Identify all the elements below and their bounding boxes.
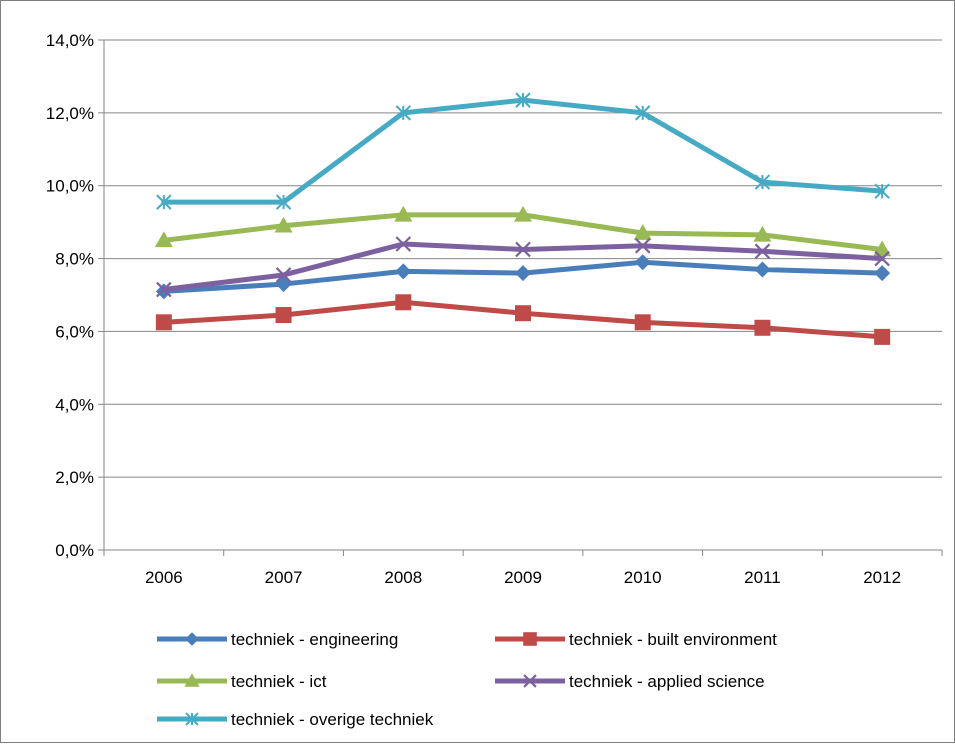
x-tick-label: 2006: [145, 568, 183, 587]
data-point: [395, 294, 412, 311]
y-tick-label: 12,0%: [46, 104, 94, 123]
axes: [98, 39, 943, 556]
y-tick-label: 10,0%: [46, 177, 94, 196]
data-point: [156, 281, 172, 298]
data-point: [155, 314, 172, 331]
legend-item: techniek - engineering: [157, 630, 398, 649]
data-point: [275, 267, 292, 283]
y-tick-label: 2,0%: [55, 468, 94, 487]
x-tick-label: 2007: [265, 568, 303, 587]
y-tick-label: 0,0%: [55, 541, 94, 560]
data-point: [156, 194, 172, 210]
x-tick-label: 2008: [384, 568, 422, 587]
y-tick-label: 4,0%: [55, 395, 94, 414]
data-point: [753, 225, 772, 242]
data-point: [274, 216, 293, 233]
gridlines: [104, 39, 942, 478]
legend-swatch-marker: [184, 673, 200, 687]
data-point: [874, 265, 891, 282]
data-point: [154, 231, 173, 248]
data-point: [515, 92, 531, 108]
legend-label: techniek - ict: [231, 672, 327, 691]
data-point: [395, 263, 412, 280]
data-point: [395, 105, 411, 121]
data-point: [514, 205, 532, 222]
y-tick-label: 6,0%: [55, 322, 94, 341]
data-point: [754, 174, 771, 190]
data-point: [635, 105, 651, 121]
y-tick-labels: 0,0% 2,0% 4,0% 6,0% 8,0% 10,0% 12,0% 14,0%: [46, 31, 94, 560]
series-lines: [154, 92, 892, 345]
data-point: [874, 250, 890, 267]
data-point: [754, 261, 771, 278]
legend-swatch-marker: [185, 712, 199, 726]
series-1: [155, 294, 891, 345]
legend-label: techniek - engineering: [231, 630, 398, 649]
x-tick-label: 2012: [863, 568, 901, 587]
legend-item: techniek - ict: [157, 672, 327, 691]
legend-swatch-marker: [523, 674, 537, 688]
x-tick-label: 2010: [624, 568, 662, 587]
legend-item: techniek - overige techniek: [157, 710, 434, 729]
data-point: [873, 240, 892, 257]
data-point: [394, 205, 413, 222]
data-point: [633, 224, 652, 240]
data-point: [515, 265, 531, 282]
legend-label: techniek - overige techniek: [231, 710, 434, 729]
series-3: [156, 236, 890, 298]
legend-item: techniek - applied science: [495, 672, 765, 691]
x-tick-label: 2009: [504, 568, 542, 587]
data-point: [874, 328, 891, 345]
series-2: [154, 205, 892, 257]
data-point: [634, 254, 651, 271]
data-point: [874, 183, 890, 199]
legend-label: techniek - built environment: [569, 630, 777, 649]
data-point: [275, 276, 292, 293]
legend-swatch-marker: [185, 632, 199, 646]
data-point: [754, 243, 771, 260]
legend-label: techniek - applied science: [569, 672, 765, 691]
data-point: [754, 319, 771, 336]
legend-item: techniek - built environment: [495, 630, 777, 649]
x-tick-labels: 2006 2007 2008 2009 2010 2011 2012: [145, 568, 901, 587]
data-point: [275, 307, 292, 324]
series-4: [156, 92, 890, 210]
legend-swatch-marker: [523, 632, 537, 646]
data-point: [275, 194, 292, 210]
y-tick-label: 14,0%: [46, 31, 94, 50]
data-point: [395, 236, 412, 252]
data-point: [515, 305, 531, 322]
x-tick-label: 2011: [744, 568, 781, 587]
series-line: [161, 97, 885, 205]
y-tick-label: 8,0%: [55, 250, 94, 269]
data-point: [515, 241, 531, 258]
data-point: [634, 238, 651, 254]
data-point: [634, 314, 651, 331]
legend: techniek - engineering techniek - built e…: [157, 630, 777, 729]
